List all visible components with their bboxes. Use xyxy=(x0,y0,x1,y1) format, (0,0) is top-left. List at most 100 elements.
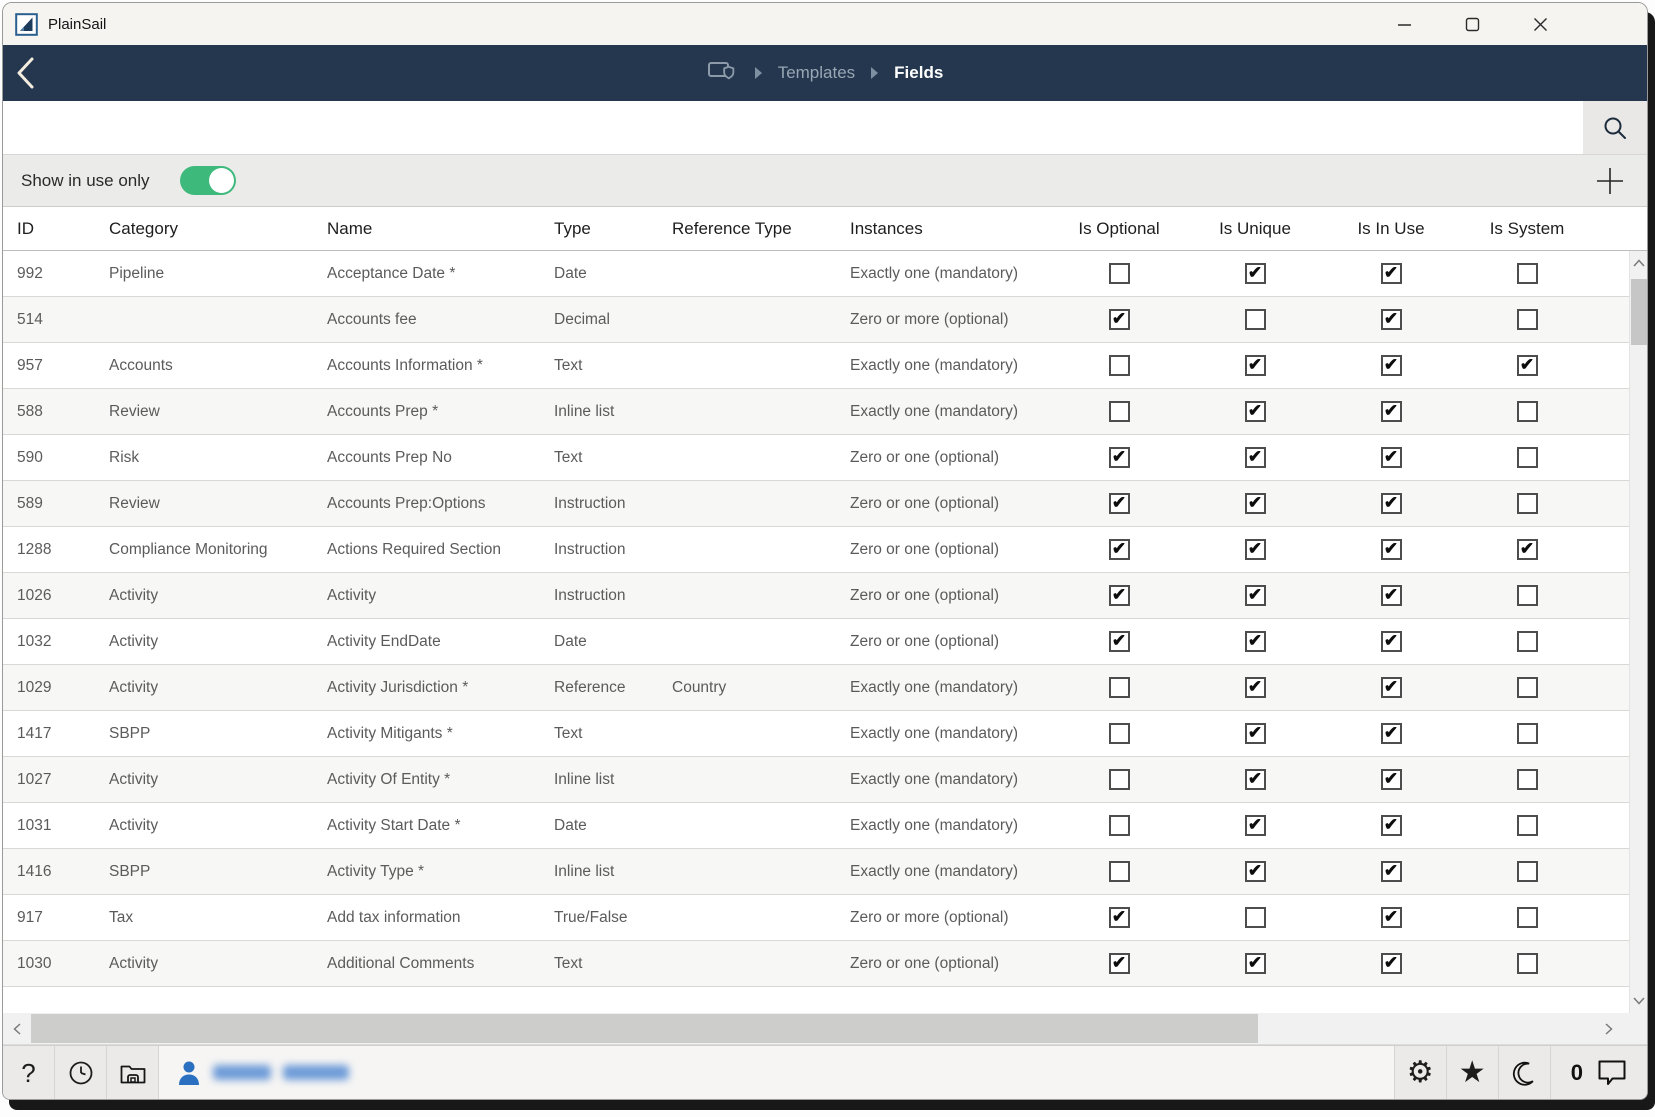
checkbox-is-in-use[interactable] xyxy=(1380,769,1402,790)
breadcrumb-templates[interactable]: Templates xyxy=(777,63,856,82)
comments-section[interactable]: 0 xyxy=(1549,1046,1647,1099)
checkbox-is-in-use[interactable] xyxy=(1380,631,1402,652)
settings-button[interactable]: ⚙ xyxy=(1393,1046,1446,1099)
checkbox-is-optional[interactable] xyxy=(1108,401,1130,422)
column-header-is-in-use[interactable]: Is In Use xyxy=(1357,218,1425,238)
column-header-type[interactable]: Type xyxy=(554,218,591,238)
checkbox-is-unique[interactable] xyxy=(1244,355,1266,376)
templates-monitor-shield-icon[interactable] xyxy=(707,60,739,86)
checkbox-is-optional[interactable] xyxy=(1108,263,1130,284)
scroll-right-icon[interactable] xyxy=(1595,1013,1623,1044)
checkbox-is-system[interactable] xyxy=(1516,493,1538,514)
history-button[interactable] xyxy=(55,1046,107,1099)
checkbox-is-optional[interactable] xyxy=(1108,539,1130,560)
checkbox-is-unique[interactable] xyxy=(1244,539,1266,560)
checkbox-is-unique[interactable] xyxy=(1244,723,1266,744)
checkbox-is-system[interactable] xyxy=(1516,631,1538,652)
checkbox-is-unique[interactable] xyxy=(1244,769,1266,790)
scroll-left-icon[interactable] xyxy=(3,1013,31,1044)
horizontal-scrollbar[interactable] xyxy=(3,1013,1647,1045)
table-row[interactable]: 1027 Activity Activity Of Entity * Inlin… xyxy=(3,757,1647,803)
checkbox-is-optional[interactable] xyxy=(1108,953,1130,974)
checkbox-is-optional[interactable] xyxy=(1108,493,1130,514)
checkbox-is-unique[interactable] xyxy=(1244,493,1266,514)
checkbox-is-in-use[interactable] xyxy=(1380,907,1402,928)
checkbox-is-unique[interactable] xyxy=(1244,401,1266,422)
scroll-up-icon[interactable] xyxy=(1630,253,1647,273)
checkbox-is-system[interactable] xyxy=(1516,815,1538,836)
checkbox-is-system[interactable] xyxy=(1516,861,1538,882)
column-header-is-optional[interactable]: Is Optional xyxy=(1078,218,1160,238)
checkbox-is-unique[interactable] xyxy=(1244,815,1266,836)
checkbox-is-system[interactable] xyxy=(1516,263,1538,284)
table-row[interactable]: 1029 Activity Activity Jurisdiction * Re… xyxy=(3,665,1647,711)
help-button[interactable]: ? xyxy=(3,1046,55,1099)
checkbox-is-optional[interactable] xyxy=(1108,815,1130,836)
show-in-use-toggle[interactable] xyxy=(179,166,236,195)
checkbox-is-system[interactable] xyxy=(1516,677,1538,698)
column-header-is-system[interactable]: Is System xyxy=(1489,218,1565,238)
checkbox-is-in-use[interactable] xyxy=(1380,677,1402,698)
vertical-scroll-thumb[interactable] xyxy=(1631,279,1647,345)
checkbox-is-system[interactable] xyxy=(1516,953,1538,974)
checkbox-is-unique[interactable] xyxy=(1244,677,1266,698)
checkbox-is-optional[interactable] xyxy=(1108,585,1130,606)
checkbox-is-optional[interactable] xyxy=(1108,309,1130,330)
checkbox-is-in-use[interactable] xyxy=(1380,815,1402,836)
checkbox-is-in-use[interactable] xyxy=(1380,401,1402,422)
add-field-button[interactable] xyxy=(1595,166,1625,196)
checkbox-is-unique[interactable] xyxy=(1244,631,1266,652)
column-header-id[interactable]: ID xyxy=(17,218,34,238)
checkbox-is-unique[interactable] xyxy=(1244,907,1266,928)
table-row[interactable]: 992 Pipeline Acceptance Date * Date Exac… xyxy=(3,251,1647,297)
table-row[interactable]: 1288 Compliance Monitoring Actions Requi… xyxy=(3,527,1647,573)
search-input[interactable] xyxy=(3,101,1583,154)
checkbox-is-optional[interactable] xyxy=(1108,861,1130,882)
checkbox-is-in-use[interactable] xyxy=(1380,861,1402,882)
table-row[interactable]: 590 Risk Accounts Prep No Text Zero or o… xyxy=(3,435,1647,481)
checkbox-is-optional[interactable] xyxy=(1108,723,1130,744)
checkbox-is-unique[interactable] xyxy=(1244,309,1266,330)
checkbox-is-system[interactable] xyxy=(1516,447,1538,468)
column-header-reference-type[interactable]: Reference Type xyxy=(672,218,792,238)
checkbox-is-optional[interactable] xyxy=(1108,355,1130,376)
checkbox-is-optional[interactable] xyxy=(1108,907,1130,928)
vertical-scrollbar[interactable] xyxy=(1629,251,1647,1013)
checkbox-is-system[interactable] xyxy=(1516,907,1538,928)
table-row[interactable]: 1416 SBPP Activity Type * Inline list Ex… xyxy=(3,849,1647,895)
favorites-button[interactable]: ★ xyxy=(1445,1046,1498,1099)
horizontal-scroll-thumb[interactable] xyxy=(31,1014,1258,1043)
table-row[interactable]: 1032 Activity Activity EndDate Date Zero… xyxy=(3,619,1647,665)
scroll-down-icon[interactable] xyxy=(1630,991,1647,1011)
checkbox-is-in-use[interactable] xyxy=(1380,539,1402,560)
column-header-is-unique[interactable]: Is Unique xyxy=(1219,218,1291,238)
table-row[interactable]: 1030 Activity Additional Comments Text Z… xyxy=(3,941,1647,987)
checkbox-is-in-use[interactable] xyxy=(1380,309,1402,330)
checkbox-is-system[interactable] xyxy=(1516,769,1538,790)
checkbox-is-system[interactable] xyxy=(1516,723,1538,744)
column-header-category[interactable]: Category xyxy=(109,218,178,238)
table-row[interactable]: 588 Review Accounts Prep * Inline list E… xyxy=(3,389,1647,435)
checkbox-is-system[interactable] xyxy=(1516,309,1538,330)
table-row[interactable]: 1417 SBPP Activity Mitigants * Text Exac… xyxy=(3,711,1647,757)
checkbox-is-unique[interactable] xyxy=(1244,953,1266,974)
checkbox-is-system[interactable] xyxy=(1516,539,1538,560)
checkbox-is-system[interactable] xyxy=(1516,355,1538,376)
checkbox-is-in-use[interactable] xyxy=(1380,953,1402,974)
table-row[interactable]: 917 Tax Add tax information True/False Z… xyxy=(3,895,1647,941)
checkbox-is-in-use[interactable] xyxy=(1380,723,1402,744)
checkbox-is-in-use[interactable] xyxy=(1380,263,1402,284)
checkbox-is-in-use[interactable] xyxy=(1380,355,1402,376)
close-button[interactable] xyxy=(1529,13,1551,35)
checkbox-is-system[interactable] xyxy=(1516,585,1538,606)
checkbox-is-unique[interactable] xyxy=(1244,585,1266,606)
maximize-button[interactable] xyxy=(1461,13,1483,35)
table-row[interactable]: 957 Accounts Accounts Information * Text… xyxy=(3,343,1647,389)
checkbox-is-unique[interactable] xyxy=(1244,447,1266,468)
checkbox-is-optional[interactable] xyxy=(1108,631,1130,652)
column-header-name[interactable]: Name xyxy=(327,218,373,238)
checkbox-is-optional[interactable] xyxy=(1108,769,1130,790)
checkbox-is-optional[interactable] xyxy=(1108,677,1130,698)
checkbox-is-unique[interactable] xyxy=(1244,861,1266,882)
checkbox-is-system[interactable] xyxy=(1516,401,1538,422)
